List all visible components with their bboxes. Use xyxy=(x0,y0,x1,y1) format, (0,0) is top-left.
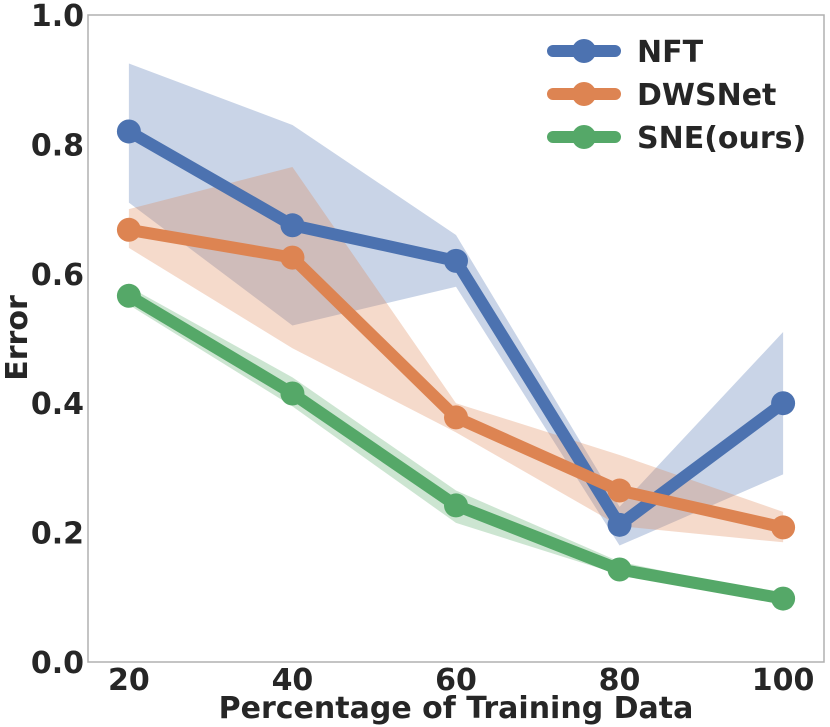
nft-point xyxy=(116,119,141,144)
sne-ours-point xyxy=(444,493,468,518)
x-tick-label: 40 xyxy=(272,663,314,698)
legend-dwsnet-label: DWSNet xyxy=(637,78,776,113)
x-tick-label: 60 xyxy=(435,663,477,698)
legend-nft-label: NFT xyxy=(637,35,704,70)
legend-nft-marker xyxy=(572,39,596,63)
dwsnet-point xyxy=(444,405,468,430)
y-tick-label: 0.0 xyxy=(31,646,84,681)
y-tick-label: 0.4 xyxy=(31,387,84,422)
legend-sne-ours-marker xyxy=(572,125,596,149)
nft-point xyxy=(771,391,796,416)
legend: NFT DWSNet SNE(ours) xyxy=(547,35,806,156)
y-tick-label: 1.0 xyxy=(31,0,84,34)
sne-ours-point xyxy=(116,283,141,308)
x-tick-label: 100 xyxy=(752,663,815,698)
sne-ours-point xyxy=(771,586,796,611)
y-tick-label: 0.8 xyxy=(31,128,84,163)
x-tick-label: 80 xyxy=(599,663,641,698)
sne-ours-point xyxy=(607,557,632,582)
dwsnet-point xyxy=(280,245,305,270)
dwsnet-point xyxy=(607,478,632,503)
x-tick-label: 20 xyxy=(108,663,150,698)
dwsnet-point xyxy=(771,515,796,540)
y-tick-label: 0.6 xyxy=(31,258,84,293)
legend-sne-ours-label: SNE(ours) xyxy=(637,121,806,156)
nft-confidence-band xyxy=(128,63,784,546)
dwsnet-point xyxy=(116,217,141,242)
x-axis-ticks: 20 40 60 80 100 xyxy=(108,663,814,698)
y-axis-label: Error xyxy=(0,295,35,381)
legend-dwsnet-marker xyxy=(572,82,596,106)
sne-ours-point xyxy=(280,381,305,406)
x-axis-label: Percentage of Training Data xyxy=(219,691,694,726)
series-markers xyxy=(116,119,796,611)
y-tick-label: 0.2 xyxy=(31,517,84,552)
y-axis-ticks: 0.0 0.2 0.4 0.6 0.8 1.0 xyxy=(31,0,84,681)
nft-point xyxy=(607,512,632,537)
nft-point xyxy=(280,213,305,238)
nft-point xyxy=(444,248,468,273)
